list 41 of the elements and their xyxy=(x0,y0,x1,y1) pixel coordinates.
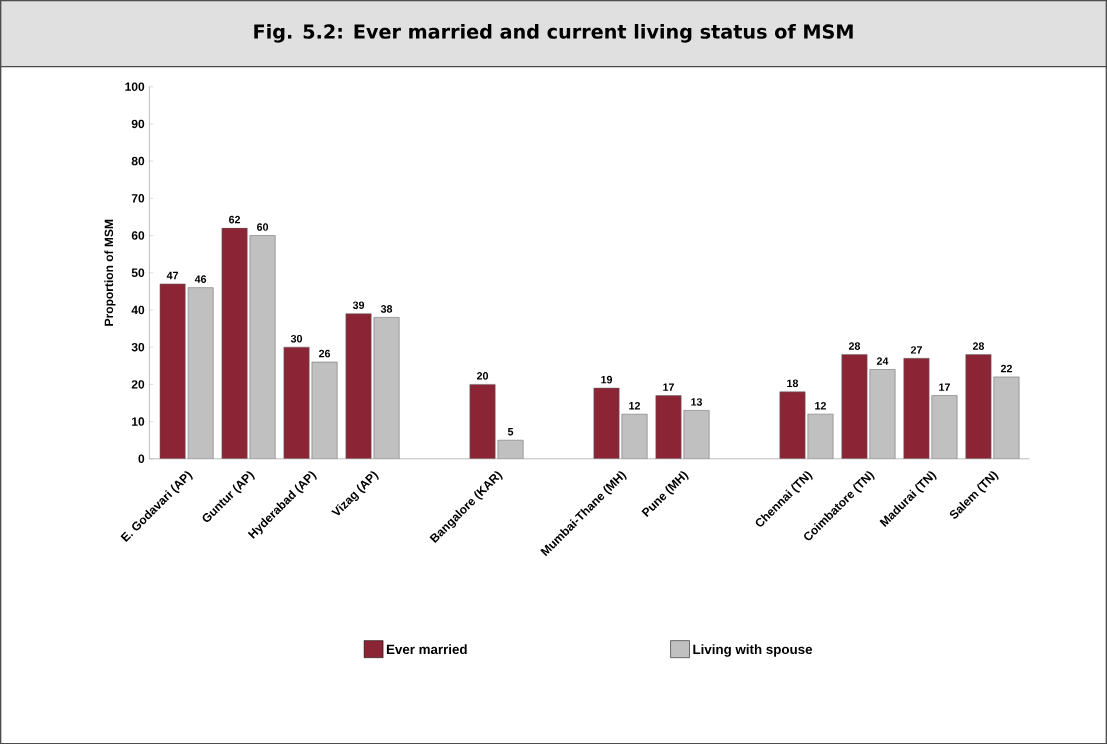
y-tick-label: 80 xyxy=(131,156,145,166)
data-label: 39 xyxy=(352,301,365,309)
y-tick-label: 10 xyxy=(132,417,145,426)
y-tick-label: 60 xyxy=(131,231,145,240)
data-label: 47 xyxy=(166,271,179,280)
y-tick-label: 50 xyxy=(131,268,145,277)
data-label: 17 xyxy=(663,383,674,391)
y-tick-label: 90 xyxy=(131,119,145,129)
data-label: 27 xyxy=(910,346,922,354)
data-label: 17 xyxy=(939,383,950,391)
chart-title: Fig. 5.2: Ever married and current living status of MSM xyxy=(254,23,853,43)
data-label: 12 xyxy=(629,401,641,410)
data-label: 46 xyxy=(194,275,207,283)
bar xyxy=(187,287,214,459)
y-tick-label: 40 xyxy=(131,305,145,315)
data-label: 18 xyxy=(787,379,799,387)
legend-label: Ever married xyxy=(386,644,467,654)
data-label: 26 xyxy=(319,349,331,358)
data-label: 38 xyxy=(380,305,393,313)
data-label: 13 xyxy=(691,398,703,406)
data-label: 20 xyxy=(476,372,489,380)
data-label: 24 xyxy=(876,357,889,365)
bar xyxy=(965,354,992,459)
bar xyxy=(993,376,1020,459)
data-label: 12 xyxy=(815,401,826,410)
y-tick-label: 20 xyxy=(131,380,145,389)
data-label: 5 xyxy=(507,427,514,436)
legend-label: Living with spouse xyxy=(693,644,813,657)
data-label: 28 xyxy=(972,342,985,350)
y-axis-title: Proportion of MSM xyxy=(104,219,116,326)
data-label: 60 xyxy=(257,223,269,231)
data-label: 19 xyxy=(601,375,613,384)
data-label: 22 xyxy=(1000,364,1012,373)
y-tick-label: 0 xyxy=(138,454,145,463)
y-tick-label: 30 xyxy=(131,342,145,352)
y-tick-label: 100 xyxy=(125,82,145,91)
y-tick-label: 70 xyxy=(131,193,145,203)
data-label: 30 xyxy=(290,334,303,343)
bar xyxy=(159,283,186,459)
data-label: 28 xyxy=(848,342,861,350)
data-label: 62 xyxy=(229,215,241,224)
